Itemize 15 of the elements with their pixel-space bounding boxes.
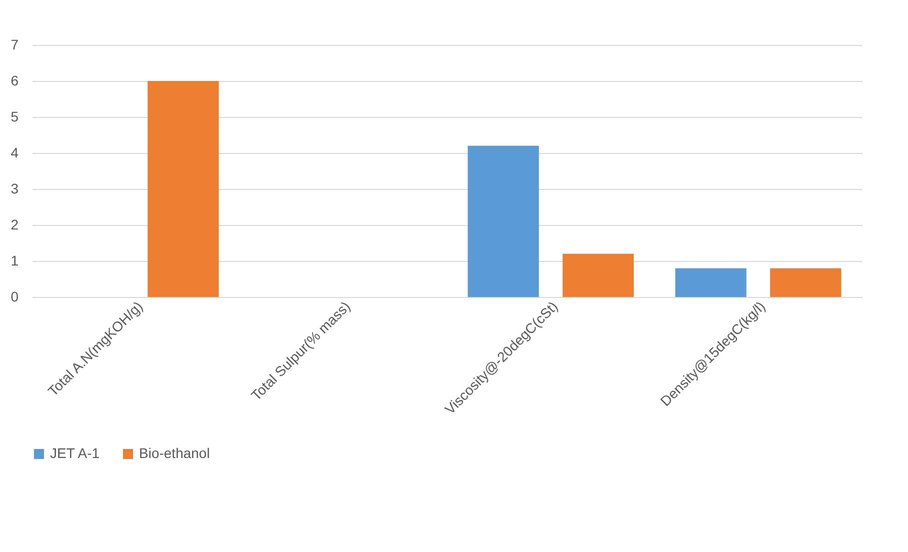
bar (675, 268, 746, 297)
y-tick-label: 5 (10, 108, 19, 124)
y-tick-label: 4 (10, 144, 19, 160)
legend-label: Bio-ethanol (139, 445, 210, 461)
bar (148, 81, 219, 297)
bar (562, 254, 634, 297)
y-tick-label: 3 (10, 180, 19, 196)
bar (468, 146, 539, 297)
bar (770, 268, 842, 297)
y-tick-label: 7 (10, 36, 19, 52)
y-tick-label: 6 (10, 72, 19, 88)
y-tick-label: 0 (10, 288, 19, 304)
y-tick-label: 2 (10, 216, 19, 232)
legend-label: JET A-1 (50, 445, 100, 461)
y-tick-label: 1 (10, 252, 19, 268)
